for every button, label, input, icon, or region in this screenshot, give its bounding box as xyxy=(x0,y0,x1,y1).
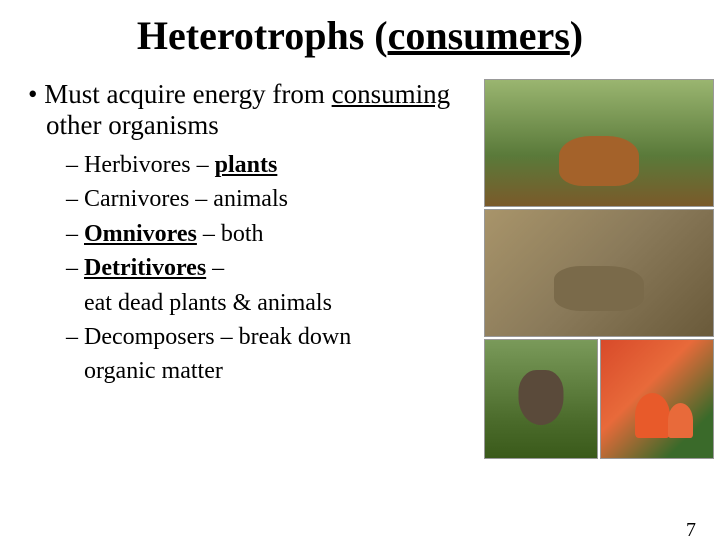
page-number: 7 xyxy=(686,519,696,542)
dash: – xyxy=(66,324,84,350)
dash: – xyxy=(66,186,84,212)
image-column xyxy=(484,79,720,459)
sub-part-2-0: Omnivores xyxy=(84,221,197,247)
hyena-shape xyxy=(554,266,644,311)
main-text-underlined: consuming xyxy=(332,79,451,109)
main-text-after: other organisms xyxy=(46,110,219,140)
image-hyena xyxy=(484,209,714,337)
sub-item-0: – Herbivores – plants xyxy=(66,149,476,181)
title-underlined: consumers xyxy=(388,13,570,58)
slide-title: Heterotrophs (consumers) xyxy=(0,12,720,59)
image-bottom-row xyxy=(484,339,714,459)
cow-shape xyxy=(559,136,639,186)
main-text-before: Must acquire energy from xyxy=(44,79,331,109)
title-suffix: ) xyxy=(570,13,583,58)
mushroom2-shape xyxy=(668,403,693,438)
content-area: • Must acquire energy from consuming oth… xyxy=(0,79,720,459)
sub-part-4-0: Decomposers – break down xyxy=(84,324,351,350)
vulture-shape xyxy=(519,370,564,425)
dash: – xyxy=(66,255,84,281)
sub-part-2-1: – both xyxy=(197,221,264,247)
sub-part-1-0: Carnivores – animals xyxy=(84,186,288,212)
text-column: • Must acquire energy from consuming oth… xyxy=(28,79,484,459)
sub-continue-4: organic matter xyxy=(66,355,476,387)
dash: – xyxy=(66,221,84,247)
title-prefix: Heterotrophs ( xyxy=(137,13,388,58)
image-mushrooms xyxy=(600,339,714,459)
bullet-mark: • xyxy=(28,79,44,109)
sub-part-0-1: plants xyxy=(215,152,278,178)
main-bullet: • Must acquire energy from consuming oth… xyxy=(28,79,476,141)
image-cow xyxy=(484,79,714,207)
sub-item-4: – Decomposers – break down xyxy=(66,321,476,353)
sub-item-3: – Detritivores – xyxy=(66,252,476,284)
sub-part-0-0: Herbivores – xyxy=(84,152,215,178)
sub-item-1: – Carnivores – animals xyxy=(66,183,476,215)
sub-item-2: – Omnivores – both xyxy=(66,218,476,250)
sub-continue-3: eat dead plants & animals xyxy=(66,287,476,319)
sub-list: – Herbivores – plants– Carnivores – anim… xyxy=(28,149,476,388)
mushroom1-shape xyxy=(635,393,670,438)
dash: – xyxy=(66,152,84,178)
image-vulture xyxy=(484,339,598,459)
sub-part-3-1: – xyxy=(206,255,224,281)
sub-part-3-0: Detritivores xyxy=(84,255,206,281)
